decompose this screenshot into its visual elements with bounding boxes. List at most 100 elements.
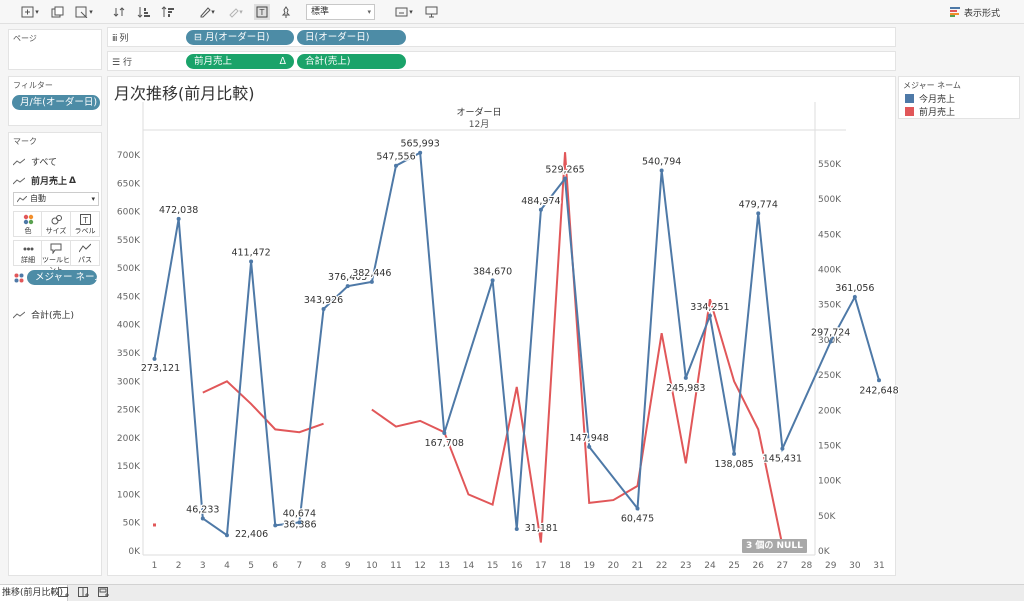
left-tick-label: 150K [117,462,141,472]
label-label: ラベル [74,227,96,235]
svg-text:T: T [82,216,88,225]
new-sheet-icon[interactable] [58,587,70,601]
x-tick-label: 26 [753,561,765,571]
highlight-icon[interactable]: ▾ [196,4,218,20]
new-story-icon[interactable] [98,587,110,601]
view-area[interactable] [107,76,896,576]
column-pill-day[interactable]: 日(オーダー日) [297,30,406,45]
new-datasource-icon[interactable]: ▾ [18,4,42,20]
detail-button[interactable]: 詳細 [13,240,43,266]
null-indicator[interactable]: 3 個の NULL [742,539,807,553]
this-month-sales-point [514,527,519,532]
right-tick-label: 0K [818,547,831,557]
marks-card-prev-sales[interactable]: 前月売上 Δ [13,174,76,187]
this-month-sales-point [563,176,568,181]
x-tick-label: 8 [321,561,327,571]
toolbar: ▾ ▾ ▾ ▾ T 標準 ▾ ▾ 表示形式 [0,0,1024,24]
clear-sheet-icon[interactable]: ▾ [72,4,96,20]
show-me-label: 表示形式 [964,8,1001,19]
legend-panel[interactable]: メジャー ネーム 今月売上 前月売上 [898,76,1020,119]
marks-card-all[interactable]: すべて [13,155,57,168]
marks-card-total-sales[interactable]: 合計(売上) [13,308,74,321]
x-tick-label: 29 [825,561,837,571]
data-label: 484,974 [521,196,560,207]
left-tick-label: 300K [117,377,141,387]
measure-names-pill[interactable]: メジャー ネーム [27,270,97,285]
columns-shelf[interactable]: iii 列 ⊟ 月(オーダー日) 日(オーダー日) [107,27,896,47]
label-button[interactable]: T ラベル [70,211,100,237]
svg-text:T: T [259,8,265,17]
data-label: 36,386 [283,519,316,530]
show-mark-labels-icon[interactable]: T [254,4,270,20]
data-label: 40,674 [283,508,316,519]
data-label: 411,472 [231,247,270,258]
data-label: 334,251 [690,302,729,313]
show-me-button[interactable]: 表示形式 [950,4,1000,20]
sort-ascending-icon[interactable] [136,4,152,20]
filter-pill-month-year[interactable]: 月/年(オーダー日) [12,95,100,110]
column-pill-month[interactable]: ⊟ 月(オーダー日) [186,30,294,45]
sheet-title: 月次推移(前月比較) [114,84,255,103]
this-month-sales-point [442,430,447,435]
share-workbook-icon[interactable] [424,4,440,20]
prev-sales-line [202,380,324,434]
row-pill-total-sales[interactable]: 合計(売上) [297,54,406,69]
data-label: 343,926 [304,295,343,306]
fit-select[interactable]: 標準 ▾ [306,4,375,20]
color-label: 色 [24,227,32,235]
right-tick-label: 350K [818,301,842,311]
duplicate-sheet-icon[interactable] [50,4,66,20]
left-tick-label: 400K [117,321,141,331]
swap-rows-columns-icon[interactable] [112,4,128,20]
x-tick-label: 12 [414,561,425,571]
legend-item-label: 今月売上 [919,95,956,105]
detail-label: 詳細 [21,256,35,264]
mark-type-select[interactable]: 自動 ▾ [13,192,99,206]
legend-item-label: 前月売上 [919,108,956,118]
this-month-sales-point [369,279,374,284]
show-me-icon [950,7,960,17]
legend-item-this-month[interactable]: 今月売上 [899,92,1019,105]
left-tick-label: 0K [128,547,141,557]
this-month-sales-point [659,168,664,173]
x-tick-label: 9 [345,561,351,571]
sort-descending-icon[interactable] [160,4,176,20]
color-button[interactable]: 色 [13,211,43,237]
group-members-icon[interactable]: ▾ [224,4,246,20]
path-button[interactable]: パス [70,240,100,266]
x-tick-label: 17 [535,561,546,571]
x-tick-label: 27 [777,561,788,571]
this-month-sales-point [418,150,423,155]
left-tick-label: 500K [117,264,141,274]
color-icon [14,212,42,226]
x-tick-label: 16 [511,561,523,571]
filters-panel[interactable]: フィルター 月/年(オーダー日) [8,76,102,126]
this-month-sales-point [273,523,278,528]
data-label: 361,056 [835,283,874,294]
right-tick-label: 400K [818,266,842,276]
x-tick-label: 10 [366,561,378,571]
presentation-mode-icon[interactable]: ▾ [392,4,416,20]
marks-total-sales-label: 合計(売上) [31,311,75,321]
rows-shelf[interactable]: ☰ 行 前月売上 Δ 合計(売上) [107,51,896,71]
data-label: 382,446 [352,268,391,279]
data-label: 46,233 [186,504,219,515]
left-tick-label: 200K [117,434,141,444]
x-tick-label: 7 [297,561,303,571]
left-tick-label: 350K [117,349,141,359]
this-month-sales-point [635,506,640,511]
prev-sales-point [153,523,156,527]
legend-item-prev-month[interactable]: 前月売上 [899,105,1019,118]
this-month-sales-point [345,284,350,289]
marks-title: マーク [13,137,37,146]
row-pill-prev-sales[interactable]: 前月売上 Δ [186,54,294,69]
right-tick-label: 200K [818,406,842,416]
pages-panel[interactable]: ページ [8,29,102,70]
fix-axes-icon[interactable] [278,4,294,20]
x-tick-label: 24 [704,561,716,571]
rows-shelf-label: ☰ 行 [112,58,132,68]
x-tick-label: 23 [680,561,691,571]
new-dashboard-icon[interactable] [78,587,90,601]
marks-all-label: すべて [31,158,58,168]
